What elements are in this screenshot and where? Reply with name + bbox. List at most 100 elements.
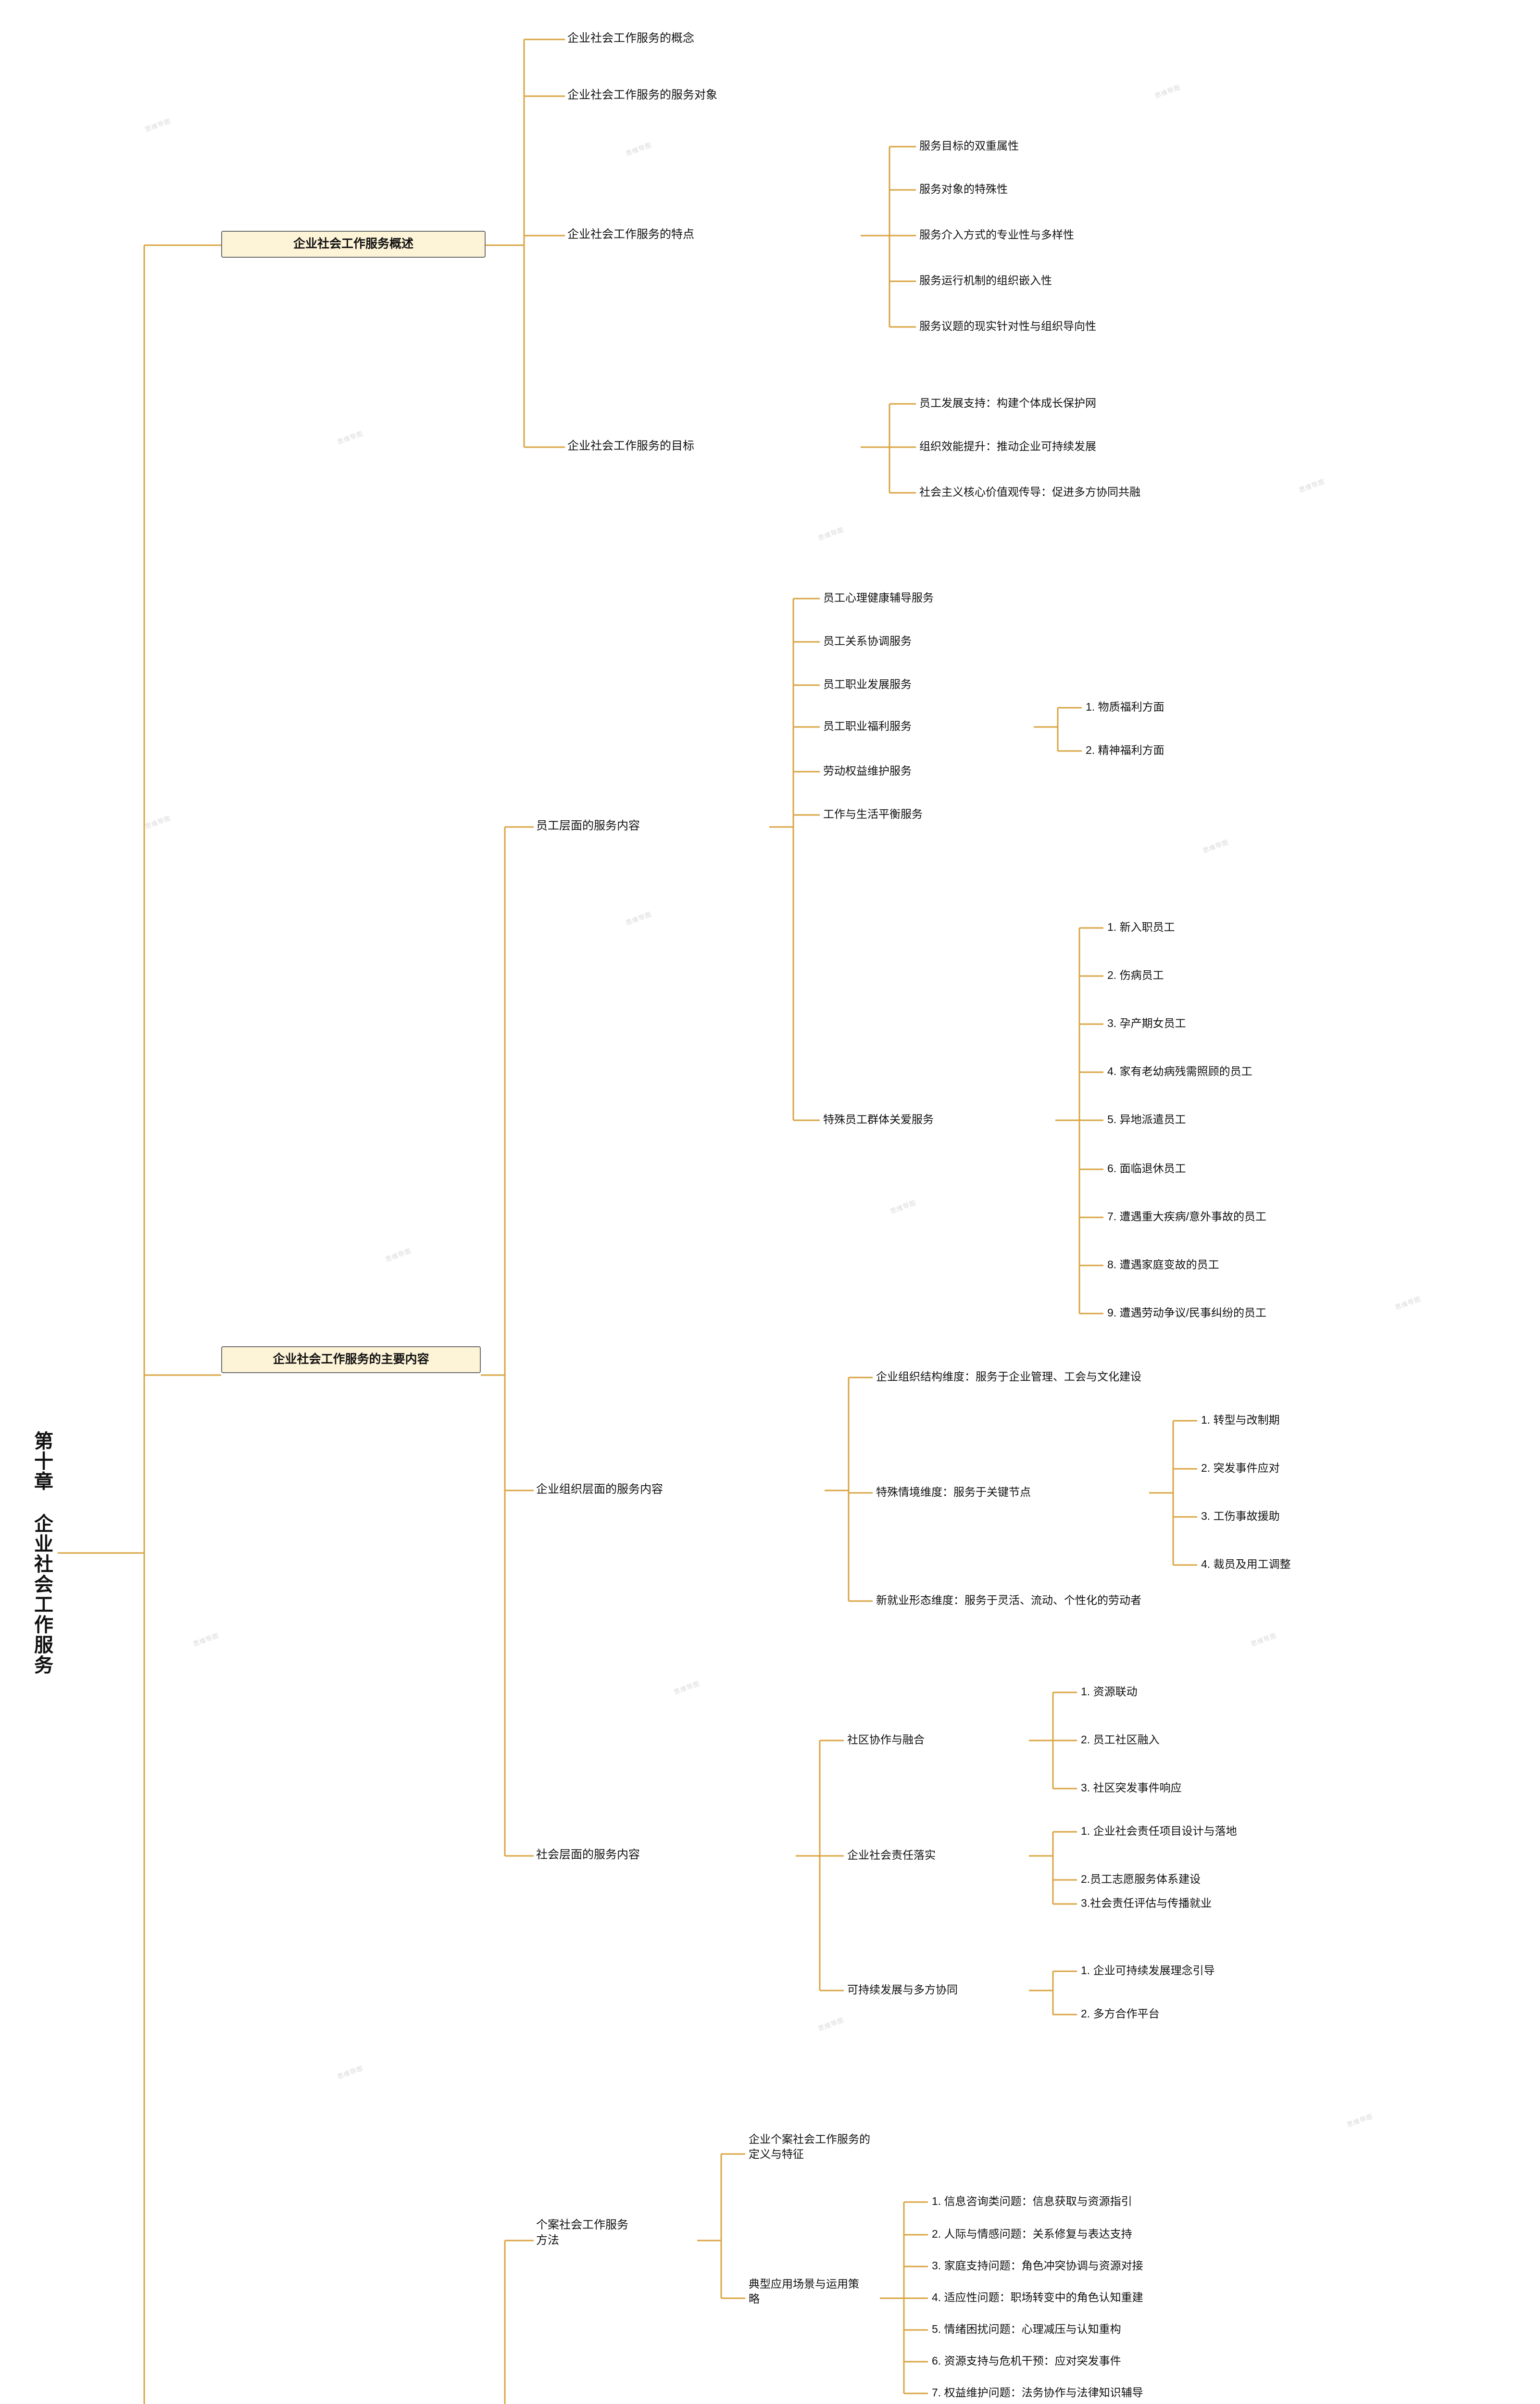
branch-node-overview[interactable]: 企业社会工作服务概述: [221, 231, 486, 258]
leaf-node[interactable]: 8. 遭遇家庭变故的员工: [1107, 1256, 1219, 1273]
leaf-node[interactable]: 1. 新入职员工: [1107, 919, 1175, 936]
topic-label: 企业社会工作服务的目标: [567, 439, 694, 452]
leaf-node[interactable]: 7. 遭遇重大疾病/意外事故的员工: [1107, 1208, 1266, 1225]
watermark: 思维导图: [889, 1199, 917, 1215]
leaf-node[interactable]: 9. 遭遇劳动争议/民事纠纷的员工: [1107, 1304, 1266, 1321]
leaf-node[interactable]: 6. 资源支持与危机干预：应对突发事件: [932, 2353, 1121, 2369]
leaf-node[interactable]: 社会主义核心价值观传导：促进多方协同共融: [919, 484, 1140, 501]
leaf-label: 5. 情绪困扰问题：心理减压与认知重构: [932, 2323, 1121, 2335]
leaf-node[interactable]: 4. 裁员及用工调整: [1201, 1556, 1291, 1573]
watermark: 思维导图: [625, 910, 653, 927]
leaf-label: 社会主义核心价值观传导：促进多方协同共融: [919, 486, 1140, 498]
subtopic-node[interactable]: 特殊情境维度：服务于关键节点: [876, 1484, 1031, 1501]
leaf-node[interactable]: 服务对象的特殊性: [919, 181, 1008, 198]
branch-node-main-content[interactable]: 企业社会工作服务的主要内容: [221, 1346, 481, 1373]
subtopic-label: 企业组织结构维度：服务于企业管理、工会与文化建设: [876, 1370, 1141, 1383]
leaf-node[interactable]: 服务运行机制的组织嵌入性: [919, 272, 1052, 289]
leaf-label: 服务介入方式的专业性与多样性: [919, 228, 1074, 241]
watermark: 思维导图: [336, 2064, 364, 2081]
watermark: 思维导图: [1250, 1631, 1278, 1648]
leaf-node[interactable]: 2. 伤病员工: [1107, 967, 1164, 984]
subtopic-node[interactable]: 典型应用场景与运用策略: [749, 2276, 859, 2307]
leaf-node[interactable]: 5. 情绪困扰问题：心理减压与认知重构: [932, 2321, 1121, 2338]
leaf-node[interactable]: 7. 权益维护问题：法务协作与法律知识辅导: [932, 2384, 1143, 2401]
branch-label: 企业社会工作服务概述: [293, 237, 413, 250]
subtopic-node[interactable]: 员工职业福利服务: [823, 718, 912, 735]
leaf-label: 员工发展支持：构建个体成长保护网: [919, 397, 1096, 409]
topic-node[interactable]: 员工层面的服务内容: [536, 817, 640, 835]
leaf-node[interactable]: 2. 精神福利方面: [1086, 742, 1164, 759]
subtopic-node[interactable]: 企业社会责任落实: [847, 1847, 936, 1864]
leaf-label: 2. 人际与情感问题：关系修复与表达支持: [932, 2228, 1132, 2240]
subtopic-node[interactable]: 员工职业发展服务: [823, 676, 912, 693]
leaf-label: 1. 企业可持续发展理念引导: [1081, 1964, 1215, 1977]
watermark: 思维导图: [1153, 83, 1182, 100]
leaf-node[interactable]: 服务议题的现实针对性与组织导向性: [919, 318, 1096, 335]
leaf-label: 服务运行机制的组织嵌入性: [919, 274, 1052, 287]
subtopic-node[interactable]: 劳动权益维护服务: [823, 763, 912, 779]
leaf-node[interactable]: 1. 信息咨询类问题：信息获取与资源指引: [932, 2193, 1132, 2210]
topic-node[interactable]: 企业社会工作服务的概念: [567, 30, 694, 47]
leaf-label: 3. 工伤事故援助: [1201, 1510, 1280, 1522]
subtopic-node[interactable]: 社区协作与融合: [847, 1731, 925, 1748]
leaf-node[interactable]: 3. 家庭支持问题：角色冲突协调与资源对接: [932, 2257, 1143, 2274]
subtopic-node[interactable]: 工作与生活平衡服务: [823, 806, 923, 823]
leaf-node[interactable]: 2. 突发事件应对: [1201, 1460, 1280, 1477]
watermark: 思维导图: [192, 1631, 220, 1648]
subtopic-node[interactable]: 新就业形态维度：服务于灵活、流动、个性化的劳动者: [876, 1592, 1141, 1609]
topic-label: 企业社会工作服务的服务对象: [567, 88, 717, 101]
subtopic-node[interactable]: 员工心理健康辅导服务: [823, 589, 934, 606]
leaf-node[interactable]: 3. 孕产期女员工: [1107, 1015, 1186, 1032]
topic-node[interactable]: 企业组织层面的服务内容: [536, 1481, 663, 1498]
leaf-label: 2. 伤病员工: [1107, 969, 1164, 981]
leaf-label: 2. 突发事件应对: [1201, 1462, 1280, 1474]
subtopic-node[interactable]: 可持续发展与多方协同: [847, 1981, 958, 1998]
topic-node[interactable]: 社会层面的服务内容: [536, 1846, 640, 1864]
subtopic-node[interactable]: 特殊员工群体关爱服务: [823, 1111, 934, 1128]
leaf-node[interactable]: 员工发展支持：构建个体成长保护网: [919, 395, 1096, 412]
leaf-node[interactable]: 3. 社区突发事件响应: [1081, 1779, 1182, 1796]
leaf-node[interactable]: 1. 转型与改制期: [1201, 1412, 1280, 1428]
topic-node[interactable]: 个案社会工作服务方法: [536, 2216, 632, 2250]
leaf-node[interactable]: 1. 企业可持续发展理念引导: [1081, 1962, 1215, 1979]
leaf-node[interactable]: 2. 员工社区融入: [1081, 1731, 1160, 1748]
leaf-node[interactable]: 2. 多方合作平台: [1081, 2005, 1160, 2022]
watermark: 思维导图: [144, 814, 172, 831]
leaf-node[interactable]: 4. 家有老幼病残需照顾的员工: [1107, 1063, 1252, 1080]
subtopic-label: 劳动权益维护服务: [823, 764, 912, 777]
leaf-node[interactable]: 服务介入方式的专业性与多样性: [919, 226, 1074, 243]
leaf-node[interactable]: 1. 资源联动: [1081, 1683, 1138, 1700]
leaf-node[interactable]: 3.社会责任评估与传播就业: [1081, 1895, 1212, 1912]
subtopic-label: 可持续发展与多方协同: [847, 1983, 958, 1996]
root-node[interactable]: 第十章 企业社会工作服务: [11, 1197, 57, 1909]
leaf-label: 5. 异地派遣员工: [1107, 1113, 1186, 1126]
leaf-node[interactable]: 组织效能提升：推动企业可持续发展: [919, 438, 1096, 455]
subtopic-label: 企业社会责任落实: [847, 1849, 936, 1861]
leaf-label: 2. 多方合作平台: [1081, 2007, 1160, 2020]
leaf-label: 3. 家庭支持问题：角色冲突协调与资源对接: [932, 2259, 1143, 2272]
subtopic-label: 员工心理健康辅导服务: [823, 591, 934, 604]
leaf-node[interactable]: 2.员工志愿服务体系建设: [1081, 1871, 1201, 1888]
subtopic-node[interactable]: 员工关系协调服务: [823, 633, 912, 650]
topic-node[interactable]: 企业社会工作服务的目标: [567, 438, 694, 455]
leaf-node[interactable]: 3. 工伤事故援助: [1201, 1508, 1280, 1525]
leaf-node[interactable]: 1. 物质福利方面: [1086, 699, 1164, 715]
leaf-node[interactable]: 服务目标的双重属性: [919, 138, 1019, 154]
leaf-node[interactable]: 6. 面临退休员工: [1107, 1160, 1186, 1177]
subtopic-node[interactable]: 企业个案社会工作服务的定义与特征: [749, 2131, 878, 2163]
subtopic-node[interactable]: 企业组织结构维度：服务于企业管理、工会与文化建设: [876, 1368, 1141, 1385]
leaf-label: 组织效能提升：推动企业可持续发展: [919, 440, 1096, 452]
leaf-node[interactable]: 4. 适应性问题：职场转变中的角色认知重建: [932, 2289, 1143, 2306]
watermark: 思维导图: [1202, 838, 1230, 855]
leaf-label: 服务目标的双重属性: [919, 139, 1019, 152]
subtopic-label: 员工职业发展服务: [823, 678, 912, 690]
leaf-node[interactable]: 1. 企业社会责任项目设计与落地: [1081, 1823, 1237, 1840]
topic-label: 企业组织层面的服务内容: [536, 1483, 663, 1496]
watermark: 思维导图: [144, 117, 172, 134]
subtopic-label: 特殊员工群体关爱服务: [823, 1113, 934, 1126]
leaf-node[interactable]: 2. 人际与情感问题：关系修复与表达支持: [932, 2226, 1132, 2242]
topic-node[interactable]: 企业社会工作服务的服务对象: [567, 87, 717, 104]
watermark: 思维导图: [1298, 477, 1326, 494]
leaf-node[interactable]: 5. 异地派遣员工: [1107, 1111, 1186, 1128]
topic-node[interactable]: 企业社会工作服务的特点: [567, 226, 694, 243]
